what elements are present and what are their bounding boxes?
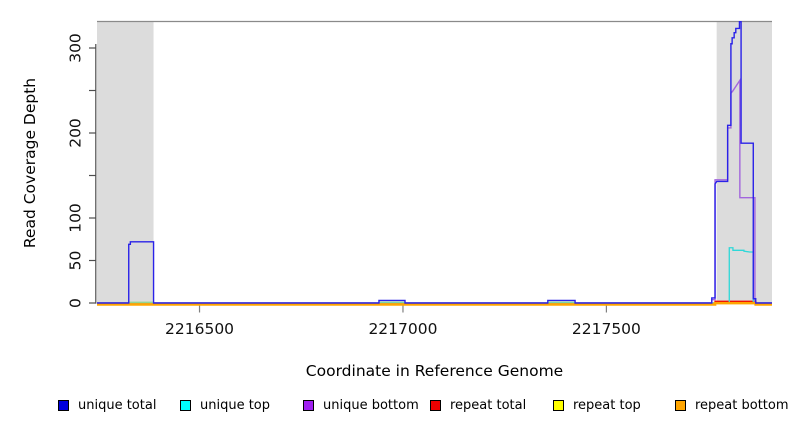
series-unique-total — [97, 20, 772, 304]
y-tick-label: 0 — [67, 298, 85, 308]
x-tick-label: 2217500 — [572, 320, 641, 338]
y-tick-label: 200 — [67, 118, 85, 148]
y-axis-title: Read Coverage Depth — [21, 77, 39, 249]
x-tick-label: 2217000 — [368, 320, 437, 338]
series-unique-top — [97, 247, 772, 304]
shaded-repeat-region — [97, 21, 154, 304]
y-tick-label: 50 — [67, 251, 85, 271]
x-tick-label: 2216500 — [165, 320, 234, 338]
y-tick-label: 100 — [67, 203, 85, 233]
y-tick-label: 300 — [67, 33, 85, 63]
series-unique-bottom — [97, 78, 772, 305]
shaded-repeat-region — [716, 21, 772, 304]
series-repeat-bottom — [97, 301, 772, 306]
x-axis-title: Coordinate in Reference Genome — [305, 362, 564, 380]
